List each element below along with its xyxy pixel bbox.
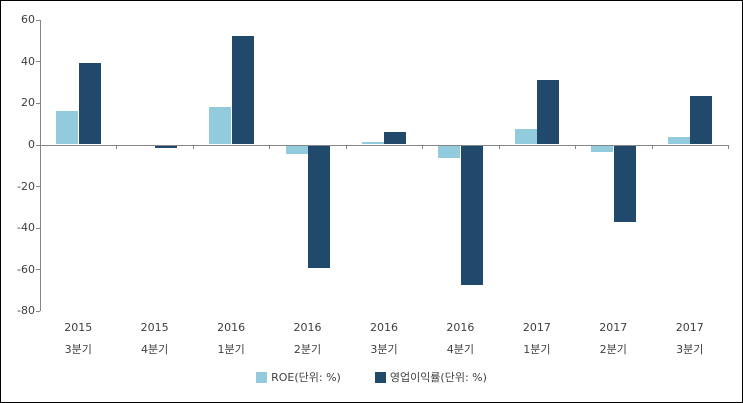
x-axis-tick	[727, 144, 729, 149]
x-axis-tick	[575, 144, 577, 149]
x-axis-category-label: 2016 3분기	[369, 321, 398, 356]
y-axis-tick	[36, 269, 40, 271]
bar-roe	[361, 142, 384, 145]
x-axis-category-label: 2017 2분기	[599, 321, 628, 356]
y-axis-tick-label: 40	[21, 54, 35, 68]
x-axis-tick	[40, 144, 41, 149]
bar-operating-margin	[231, 36, 254, 145]
x-axis-category-label: 2017 1분기	[522, 321, 551, 356]
legend: ROE(단위: %) 영업이익률(단위: %)	[1, 369, 742, 385]
x-axis-category-label: 2016 2분기	[293, 321, 322, 356]
x-axis-category-label: 2015 4분기	[140, 321, 169, 356]
y-axis-tick	[36, 102, 40, 104]
bar-roe	[285, 145, 308, 154]
bar-operating-margin	[155, 145, 178, 148]
bar-operating-margin	[460, 145, 483, 285]
x-axis-category-label: 2016 1분기	[217, 321, 246, 356]
x-axis-tick	[498, 144, 500, 149]
x-axis-category-label: 2017 3분기	[675, 321, 704, 356]
y-axis-tick-label: -40	[17, 221, 35, 235]
y-axis-tick	[36, 19, 40, 21]
y-axis-tick-label: 60	[21, 13, 35, 27]
y-axis-tick-label: -20	[17, 179, 35, 193]
roe-series-swatch-icon	[256, 371, 268, 383]
x-axis-line	[40, 144, 728, 146]
y-axis-tick-label: 20	[21, 96, 35, 110]
bar-operating-margin	[690, 95, 713, 145]
legend-item-roe: ROE(단위: %)	[256, 369, 341, 385]
bar-operating-margin	[537, 79, 560, 145]
x-axis-tick	[651, 144, 653, 149]
bar-roe	[514, 128, 537, 145]
y-axis-line	[40, 19, 41, 311]
y-axis-tick	[36, 186, 40, 188]
bar-roe	[56, 111, 79, 145]
y-axis-tick	[36, 310, 40, 312]
legend-label-operating-margin: 영업이익률(단위: %)	[389, 371, 487, 384]
y-axis-tick-label: -60	[17, 262, 35, 276]
bar-operating-margin	[78, 63, 101, 145]
bar-roe	[209, 107, 232, 145]
y-axis-tick	[36, 61, 40, 63]
y-axis-tick-label: 0	[28, 138, 35, 151]
x-axis-tick	[116, 144, 118, 149]
x-axis-tick	[192, 144, 194, 149]
y-axis-tick	[36, 144, 40, 146]
bar-operating-margin	[308, 145, 331, 269]
x-axis-category-label: 2015 3분기	[64, 321, 93, 356]
x-axis-category-label: 2016 4분기	[446, 321, 475, 356]
x-axis-tick	[269, 144, 271, 149]
y-axis-tick	[36, 227, 40, 229]
bar-roe	[438, 145, 461, 158]
x-axis-tick	[422, 144, 424, 149]
operating-margin-series-swatch-icon	[374, 371, 386, 383]
bar-operating-margin	[613, 145, 636, 223]
bar-roe	[591, 145, 614, 152]
bar-operating-margin	[384, 132, 407, 145]
bar-roe	[667, 137, 690, 145]
legend-label-roe: ROE(단위: %)	[271, 371, 341, 384]
x-axis-tick	[345, 144, 347, 149]
legend-item-operating-margin: 영업이익률(단위: %)	[374, 369, 487, 385]
y-axis-tick-label: -80	[17, 304, 35, 318]
